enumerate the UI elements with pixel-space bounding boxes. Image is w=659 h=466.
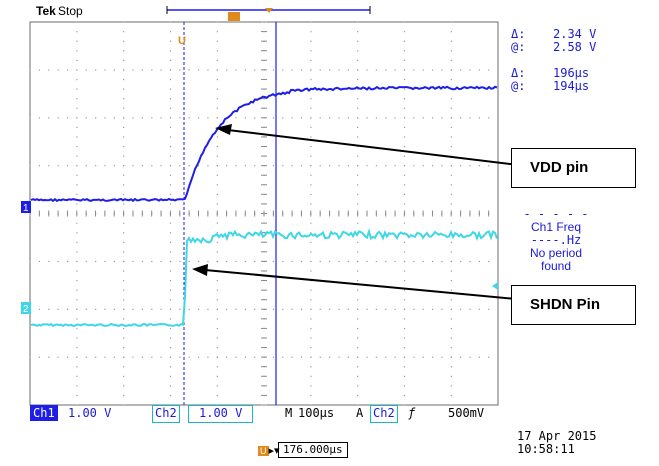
- time-delta-label: Δ:: [511, 66, 526, 80]
- trigger-level-marker[interactable]: [492, 282, 498, 290]
- brand-label: Tek: [36, 4, 56, 18]
- shdn-pin-callout: SHDN Pin: [511, 285, 636, 325]
- record-bar: [166, 6, 371, 21]
- measurement-message-line2: found: [540, 259, 572, 273]
- ch1-label[interactable]: Ch1: [30, 405, 58, 421]
- ch2-scale[interactable]: 1.00 V: [188, 405, 254, 423]
- voltage-at-value: 2.58 V: [553, 40, 597, 54]
- vdd-arrow: [215, 124, 528, 167]
- timestamp: 17 Apr 2015 10:58:11: [517, 430, 596, 456]
- trigger-position-icon: U ▸▾: [258, 445, 280, 457]
- shdn-pin-label: SHDN Pin: [530, 296, 601, 313]
- voltage-at-label: @:: [511, 40, 526, 54]
- ch2-trace: [30, 228, 498, 328]
- trigger-position-value[interactable]: 176.000µs: [278, 442, 348, 458]
- ch1-trace: [30, 85, 498, 203]
- timebase-label: M: [285, 406, 293, 420]
- ch2-label[interactable]: Ch2: [152, 405, 180, 423]
- time-at-value: 194µs: [553, 79, 590, 93]
- trigger-level[interactable]: 500mV: [448, 406, 485, 420]
- voltage-delta-label: Δ:: [511, 27, 526, 41]
- measurement-panel: - - - - - Ch1 Freq ----.Hz No period fou…: [517, 208, 595, 273]
- time-delta-value: 196µs: [553, 66, 590, 80]
- graticule-grid: [29, 21, 490, 406]
- trigger-mode[interactable]: A: [356, 406, 364, 420]
- trigger-marker: U: [178, 35, 186, 47]
- measurement-dashes: - - - - -: [523, 207, 589, 221]
- trigger-source[interactable]: Ch2: [370, 405, 398, 423]
- ch1-ground-label: 1: [23, 203, 29, 214]
- shdn-arrow: [192, 264, 528, 301]
- time-at-label: @:: [511, 79, 526, 93]
- acquisition-status: Stop: [58, 4, 83, 18]
- ch1-scale[interactable]: 1.00 V: [68, 406, 112, 420]
- timestamp-date: 17 Apr 2015: [517, 429, 597, 443]
- timebase-value[interactable]: 100µs: [298, 406, 335, 420]
- settings-bar: Ch1 1.00 V Ch2 1.00 V M 100µs A Ch2 ƒ 50…: [30, 405, 498, 423]
- vdd-pin-label: VDD pin: [530, 159, 589, 176]
- measurement-value: ----.Hz: [530, 233, 582, 247]
- ch2-ground-marker[interactable]: 2: [21, 302, 31, 315]
- timestamp-time: 10:58:11: [517, 442, 575, 456]
- measurement-title: Ch1 Freq: [530, 220, 582, 234]
- ch1-ground-marker[interactable]: 1: [21, 201, 31, 214]
- trigger-slope[interactable]: ƒ: [408, 406, 416, 420]
- measurement-message-line1: No period: [529, 246, 583, 260]
- ch2-ground-label: 2: [23, 304, 29, 315]
- vdd-pin-callout: VDD pin: [511, 148, 636, 188]
- voltage-delta-value: 2.34 V: [553, 27, 597, 41]
